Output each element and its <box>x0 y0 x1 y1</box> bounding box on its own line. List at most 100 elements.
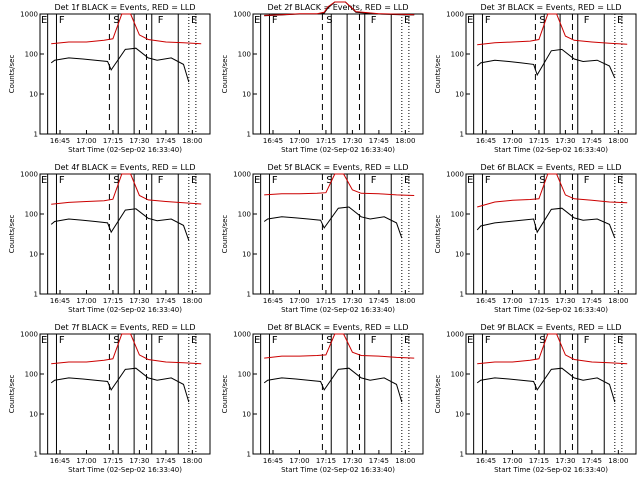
x-tick-label: 17:15 <box>103 137 123 145</box>
x-tick-label: 17:15 <box>529 137 549 145</box>
y-axis-label: Counts/sec <box>221 375 229 414</box>
series-line-lld <box>264 333 415 359</box>
event-marker-label: F <box>371 15 377 26</box>
x-tick-label: 18:00 <box>395 457 415 465</box>
event-marker-label: E <box>617 175 623 186</box>
chart-title: Det 2f BLACK = Events, RED = LLD <box>267 3 408 12</box>
chart-title: Det 6f BLACK = Events, RED = LLD <box>480 163 621 172</box>
event-marker-label: E <box>254 335 260 346</box>
x-tick-label: 17:30 <box>129 297 149 305</box>
event-marker-label: S <box>539 15 545 26</box>
x-tick-label: 17:00 <box>289 137 309 145</box>
x-tick-label: 17:00 <box>289 457 309 465</box>
series-line-lld <box>477 333 628 365</box>
y-tick-label: 10 <box>242 251 251 259</box>
event-marker-label: E <box>191 335 197 346</box>
plot-frame <box>465 333 637 455</box>
x-tick-label: 16:45 <box>50 137 70 145</box>
x-tick-label: 17:45 <box>156 457 176 465</box>
chart-panel-5: Det 5f BLACK = Events, RED = LLD 1 10 100 10… <box>221 163 424 314</box>
chart-title: Det 4f BLACK = Events, RED = LLD <box>54 163 195 172</box>
event-marker-label: F <box>485 175 491 186</box>
y-tick-label: 100 <box>238 51 251 59</box>
y-tick-label: 10 <box>242 411 251 419</box>
series-line-events <box>50 47 190 83</box>
series-line-events <box>50 208 190 241</box>
x-tick-label: 16:45 <box>50 297 70 305</box>
x-axis-label: Start Time (02-Sep-02 16:33:40) <box>494 146 608 154</box>
event-marker-label: E <box>254 175 260 186</box>
event-marker-label: F <box>584 335 590 346</box>
chart-panel-6: Det 6f BLACK = Events, RED = LLD 1 10 100 10… <box>434 163 637 314</box>
y-tick-label: 10 <box>29 251 38 259</box>
x-tick-label: 17:45 <box>582 137 602 145</box>
y-axis-label: Counts/sec <box>434 375 442 414</box>
x-axis-label: Start Time (02-Sep-02 16:33:40) <box>494 306 608 314</box>
x-tick-label: 17:30 <box>555 457 575 465</box>
plot-frame <box>39 173 211 295</box>
chart-panel-8: Det 8f BLACK = Events, RED = LLD 1 10 100 10… <box>221 323 424 474</box>
chart-title: Det 7f BLACK = Events, RED = LLD <box>54 323 195 332</box>
series-line-lld <box>264 1 415 16</box>
series-line-lld <box>477 13 628 46</box>
x-tick-label: 17:45 <box>582 457 602 465</box>
x-tick-label: 17:30 <box>555 297 575 305</box>
y-tick-label: 1000 <box>446 11 464 19</box>
series-line-events <box>50 367 190 403</box>
y-axis-label: Counts/sec <box>8 215 16 254</box>
event-marker-label: E <box>617 335 623 346</box>
event-marker-label: E <box>404 175 410 186</box>
y-tick-label: 1 <box>460 131 464 139</box>
y-tick-label: 1 <box>460 451 464 459</box>
y-tick-label: 1000 <box>446 331 464 339</box>
y-tick-label: 1000 <box>446 171 464 179</box>
event-marker-label: F <box>158 15 164 26</box>
event-marker-label: F <box>272 175 278 186</box>
x-tick-label: 17:15 <box>103 297 123 305</box>
event-marker-label: S <box>113 335 119 346</box>
x-axis-label: Start Time (02-Sep-02 16:33:40) <box>68 466 182 474</box>
y-tick-label: 1 <box>460 291 464 299</box>
y-tick-label: 1 <box>34 131 38 139</box>
x-axis-label: Start Time (02-Sep-02 16:33:40) <box>68 306 182 314</box>
plot-frame <box>252 13 424 135</box>
y-tick-label: 1000 <box>20 171 38 179</box>
chart-title: Det 3f BLACK = Events, RED = LLD <box>480 3 621 12</box>
y-tick-label: 1000 <box>20 11 38 19</box>
chart-title: Det 8f BLACK = Events, RED = LLD <box>267 323 408 332</box>
series-line-events <box>476 48 616 79</box>
y-tick-label: 100 <box>25 51 38 59</box>
chart-title: Det 5f BLACK = Events, RED = LLD <box>267 163 408 172</box>
chart-panel-9: Det 9f BLACK = Events, RED = LLD 1 10 100 10… <box>434 323 637 474</box>
x-tick-label: 17:15 <box>103 457 123 465</box>
event-marker-label: F <box>59 15 65 26</box>
y-axis-label: Counts/sec <box>8 375 16 414</box>
y-axis-label: Counts/sec <box>221 215 229 254</box>
series-line-lld <box>264 173 415 196</box>
event-marker-label: E <box>617 15 623 26</box>
y-tick-label: 1 <box>247 451 251 459</box>
y-axis-label: Counts/sec <box>221 55 229 94</box>
event-marker-label: F <box>584 175 590 186</box>
y-tick-label: 10 <box>455 251 464 259</box>
plot-frame <box>252 173 424 295</box>
x-tick-label: 17:00 <box>76 137 96 145</box>
event-marker-label: F <box>59 335 65 346</box>
x-tick-label: 17:15 <box>316 457 336 465</box>
x-tick-label: 17:30 <box>342 137 362 145</box>
x-tick-label: 18:00 <box>608 137 628 145</box>
x-tick-label: 18:00 <box>395 137 415 145</box>
x-tick-label: 17:15 <box>316 297 336 305</box>
y-tick-label: 10 <box>455 91 464 99</box>
event-marker-label: S <box>326 15 332 26</box>
event-marker-label: E <box>191 15 197 26</box>
x-axis-label: Start Time (02-Sep-02 16:33:40) <box>494 466 608 474</box>
plot-frame <box>252 333 424 455</box>
y-tick-label: 1000 <box>233 171 251 179</box>
event-marker-label: F <box>371 175 377 186</box>
x-tick-label: 17:00 <box>502 457 522 465</box>
series-line-events <box>263 206 403 239</box>
event-marker-label: E <box>254 15 260 26</box>
chart-panel-3: Det 3f BLACK = Events, RED = LLD 1 10 100 10… <box>434 3 637 154</box>
